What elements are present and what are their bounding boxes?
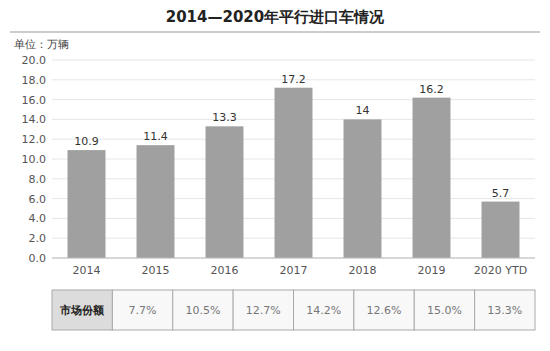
grid-line [52,258,535,259]
table-cell-label: 15.0% [427,304,462,317]
bar [275,88,313,258]
table-cell-label: 7.7% [129,304,157,317]
table-cell [112,290,172,330]
y-tick-label: 16.0 [22,94,47,107]
data-labels: 10.9 11.4 13.3 17.2 14 16.2 5.7 [74,73,509,200]
x-tick-label: 2014 [73,264,101,277]
table-cell [475,290,535,330]
table-header: 市场份额 [59,304,105,317]
bars [68,88,520,258]
x-axis-line [52,258,535,259]
bar [344,119,382,258]
x-tick-label: 2015 [142,264,170,277]
y-tick-label: 6.0 [29,193,47,206]
table-cell-label: 14.2% [306,304,341,317]
y-tick-label: 20.0 [22,54,47,67]
data-label: 13.3 [212,111,237,124]
data-label: 17.2 [281,73,306,86]
x-tick-label: 2020 YTD [474,264,527,277]
table-cell-label: 13.3% [487,304,522,317]
bar [413,98,451,258]
table-header-cell [52,290,112,330]
title: 2014—2020年平行进口车情况 [166,8,385,26]
y-tick-label: 10.0 [22,153,47,166]
table-cell [173,290,233,330]
table-cell [354,290,414,330]
data-label: 5.7 [492,187,510,200]
table-cell [414,290,474,330]
y-tick-label: 8.0 [29,173,47,186]
y-tick-label: 14.0 [22,113,47,126]
x-axis: 2014 2015 2016 2017 2018 2019 2020 YTD [52,258,535,277]
data-label: 11.4 [143,130,168,143]
y-axis: 0.0 2.0 4.0 6.0 8.0 10.0 12.0 14.0 16.0 18.0 20.0 [22,54,536,265]
y-tick-label: 2.0 [29,232,47,245]
x-tick-label: 2018 [349,264,377,277]
y-tick-label: 12.0 [22,133,47,146]
table: 市场份额 7.7% 10.5% 12.7% 14.2% 12.6% 15.0% 13.3% [52,290,535,330]
subtitle: 单位：万辆 [14,38,69,51]
table-cell [294,290,354,330]
x-tick-label: 2016 [211,264,239,277]
title-rule [10,32,540,33]
bar [482,202,520,258]
bar [206,126,244,258]
table-cell-label: 12.6% [367,304,402,317]
bar [68,150,106,258]
data-label: 14 [356,104,370,117]
grid-line [52,60,535,61]
table-cell-label: 10.5% [185,304,220,317]
x-tick-label: 2019 [418,264,446,277]
data-label: 16.2 [419,83,444,96]
table-cell-label: 12.7% [246,304,281,317]
chart-container: 2014—2020年平行进口车情况单位：万辆 0.0 2.0 4.0 6.0 8.0 10.… [0,0,550,351]
y-tick-label: 4.0 [29,212,47,225]
y-tick-label: 0.0 [29,252,47,265]
data-label: 10.9 [74,135,99,148]
chart-svg: 2014—2020年平行进口车情况单位：万辆 0.0 2.0 4.0 6.0 8.0 10.… [0,0,550,351]
table-cell [233,290,293,330]
y-tick-label: 18.0 [22,74,47,87]
x-tick-label: 2017 [280,264,308,277]
bar [137,145,175,258]
